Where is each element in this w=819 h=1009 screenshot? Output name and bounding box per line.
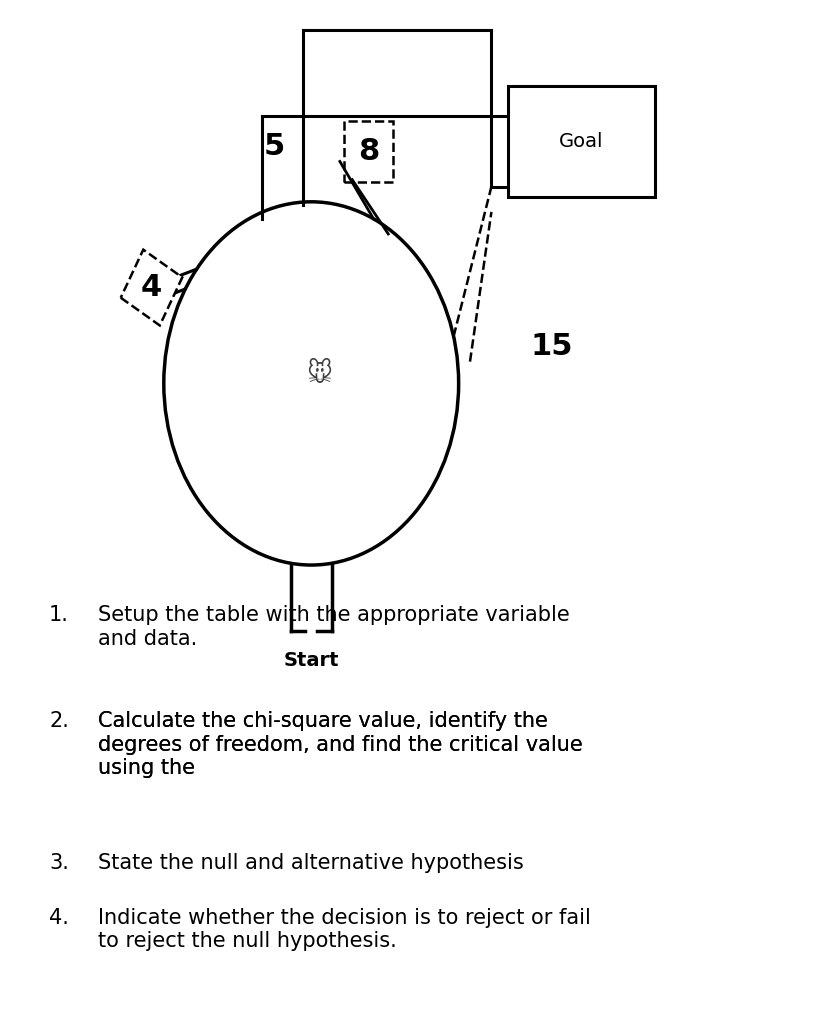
Text: State the null and alternative hypothesis: State the null and alternative hypothesi… [98, 853, 524, 873]
Text: Calculate the chi-square value, identify the
degrees of freedom, and find the cr: Calculate the chi-square value, identify… [98, 711, 583, 778]
Text: Calculate the chi-square value, identify the
degrees of freedom, and find the cr: Calculate the chi-square value, identify… [98, 711, 583, 778]
Text: 2.: 2. [49, 711, 69, 732]
Text: Goal: Goal [559, 132, 604, 150]
Circle shape [164, 202, 459, 565]
Text: 4: 4 [141, 273, 162, 302]
Text: 15: 15 [531, 332, 573, 361]
Text: 5: 5 [264, 132, 285, 161]
Text: Start: Start [283, 651, 339, 670]
Bar [344, 121, 393, 182]
Text: 🐭: 🐭 [306, 361, 333, 385]
Bar [120, 249, 183, 326]
Text: Indicate whether the decision is to reject or fail
to reject the null hypothesis: Indicate whether the decision is to reje… [98, 908, 591, 951]
Text: 8: 8 [358, 137, 379, 165]
Text: 3.: 3. [49, 853, 69, 873]
Text: Setup the table with the appropriate variable
and data.: Setup the table with the appropriate var… [98, 605, 570, 649]
Text: 1.: 1. [49, 605, 69, 626]
Text: 4.: 4. [49, 908, 69, 928]
Bar [508, 86, 655, 197]
